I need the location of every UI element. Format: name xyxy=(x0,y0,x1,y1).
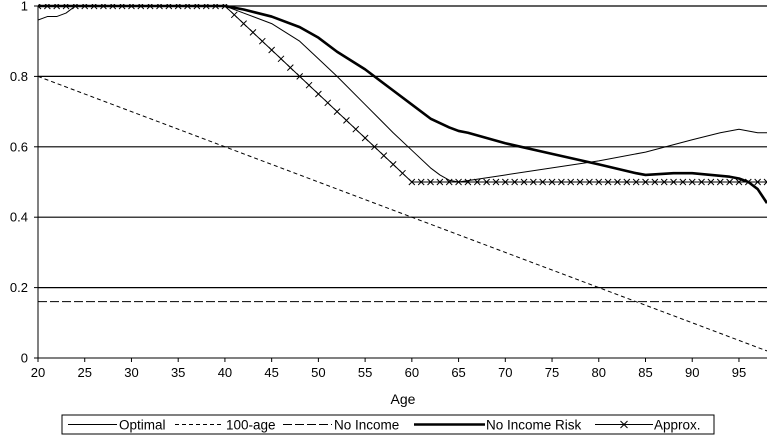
marker-approx-30 xyxy=(315,90,322,98)
marker-approx-69 xyxy=(679,178,687,186)
x-tick-label-10: 70 xyxy=(498,365,512,380)
marker-approx-48 xyxy=(483,178,490,186)
marker-approx-78 xyxy=(763,178,767,186)
y-tick-label-3: 0.6 xyxy=(10,139,28,154)
marker-approx-29 xyxy=(305,81,313,89)
marker-approx-46 xyxy=(464,178,472,186)
x-tick-label-4: 40 xyxy=(218,365,232,380)
marker-approx-53 xyxy=(529,178,537,186)
x-tick-label-3: 35 xyxy=(171,365,185,380)
marker-approx-21 xyxy=(230,11,238,19)
marker-approx-56 xyxy=(558,178,565,186)
series-no-income-risk xyxy=(38,4,767,204)
marker-approx-43 xyxy=(436,178,444,186)
legend-label-approx: Approx. xyxy=(654,418,701,433)
marker-approx-49 xyxy=(492,178,500,186)
marker-approx-73 xyxy=(716,178,724,186)
marker-approx-63 xyxy=(623,178,631,186)
marker-approx-71 xyxy=(698,178,705,186)
marker-approx-59 xyxy=(586,178,593,186)
legend-label-100-age: 100-age xyxy=(226,418,276,433)
marker-approx-23 xyxy=(249,29,257,36)
marker-approx-74 xyxy=(726,178,733,186)
marker-approx-60 xyxy=(595,178,603,186)
marker-approx-38 xyxy=(389,161,397,168)
y-tick-label-0: 0 xyxy=(21,351,28,366)
marker-approx-70 xyxy=(688,178,696,186)
marker-approx-72 xyxy=(707,178,715,186)
x-tick-label-9: 65 xyxy=(451,365,465,380)
marker-approx-55 xyxy=(548,178,556,186)
series-100-age xyxy=(38,75,767,352)
marker-approx-45 xyxy=(455,178,462,186)
marker-approx-65 xyxy=(642,178,649,186)
marker-approx-58 xyxy=(576,178,584,186)
marker-approx-22 xyxy=(240,20,247,27)
y-tick-label-2: 0.4 xyxy=(10,210,28,225)
x-tick-label-15: 95 xyxy=(732,365,746,380)
legend-label-optimal: Optimal xyxy=(119,418,166,433)
x-tick-label-8: 60 xyxy=(405,365,419,380)
marker-approx-26 xyxy=(277,55,285,63)
marker-approx-39 xyxy=(399,169,406,177)
legend: Optimal 100-age No Income No Income Risk App… xyxy=(61,414,715,435)
marker-approx-51 xyxy=(511,178,519,186)
marker-approx-44 xyxy=(445,178,453,186)
series-group xyxy=(38,4,767,352)
x-axis-ticks: 20 25 30 35 40 45 50 55 60 65 70 75 80 85 90 95 xyxy=(31,358,746,380)
marker-approx-64 xyxy=(632,178,640,186)
x-tick-label-2: 30 xyxy=(124,365,138,380)
marker-approx-62 xyxy=(614,178,621,186)
marker-approx-57 xyxy=(567,178,575,186)
marker-approx-67 xyxy=(660,178,668,186)
marker-approx-61 xyxy=(604,178,612,186)
marker-approx-68 xyxy=(670,178,677,186)
x-axis-title: Age xyxy=(391,391,416,407)
y-tick-label-4: 0.8 xyxy=(10,69,28,84)
y-tick-label-5: 1 xyxy=(21,0,28,14)
marker-approx-52 xyxy=(520,178,528,186)
marker-approx-66 xyxy=(651,178,659,186)
x-tick-label-14: 90 xyxy=(685,365,699,380)
x-tick-label-1: 25 xyxy=(77,365,91,380)
gridlines xyxy=(38,5,767,289)
marker-approx-37 xyxy=(380,152,388,159)
series-line-100-age xyxy=(38,75,767,352)
x-tick-label-6: 50 xyxy=(311,365,325,380)
marker-approx-36 xyxy=(371,143,378,151)
x-tick-label-0: 20 xyxy=(31,365,45,380)
x-tick-label-7: 55 xyxy=(358,365,372,380)
marker-approx-35 xyxy=(361,134,369,142)
marker-approx-32 xyxy=(333,108,341,115)
legend-label-no-income-risk: No Income Risk xyxy=(486,418,582,433)
legend-marker-approx xyxy=(620,420,628,429)
marker-approx-24 xyxy=(258,37,266,45)
marker-approx-47 xyxy=(473,178,481,186)
marker-approx-54 xyxy=(539,178,547,186)
marker-approx-27 xyxy=(286,64,294,71)
marker-approx-0 xyxy=(38,4,42,10)
legend-label-no-income: No Income xyxy=(334,418,399,433)
marker-approx-42 xyxy=(427,178,434,186)
marker-approx-40 xyxy=(408,178,416,186)
marker-approx-77 xyxy=(754,178,762,186)
x-tick-label-13: 85 xyxy=(638,365,652,380)
marker-approx-33 xyxy=(343,117,350,124)
marker-approx-28 xyxy=(296,73,304,80)
marker-approx-34 xyxy=(352,125,360,133)
x-tick-label-11: 75 xyxy=(545,365,559,380)
y-axis-ticks: 0 0.2 0.4 0.6 0.8 1 xyxy=(10,0,38,366)
x-tick-label-5: 45 xyxy=(264,365,278,380)
marker-approx-41 xyxy=(417,178,425,186)
marker-approx-25 xyxy=(268,46,276,54)
legend-box xyxy=(61,414,715,435)
x-tick-label-12: 80 xyxy=(592,365,606,380)
series-line-no-income-risk xyxy=(38,4,767,204)
marker-approx-50 xyxy=(501,178,509,186)
marker-approx-31 xyxy=(324,99,332,107)
y-tick-label-1: 0.2 xyxy=(10,280,28,295)
